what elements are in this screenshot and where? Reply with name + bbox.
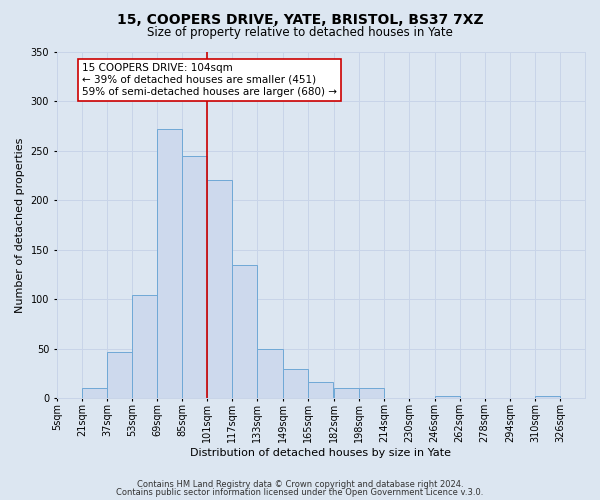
Bar [232, 264, 257, 398]
Bar [283, 368, 308, 398]
Bar [207, 180, 232, 398]
Text: 15 COOPERS DRIVE: 104sqm
← 39% of detached houses are smaller (451)
59% of semi-: 15 COOPERS DRIVE: 104sqm ← 39% of detach… [82, 64, 337, 96]
X-axis label: Distribution of detached houses by size in Yate: Distribution of detached houses by size … [190, 448, 451, 458]
Bar [535, 396, 560, 398]
Bar [107, 352, 132, 399]
Bar [257, 349, 283, 399]
Text: Contains public sector information licensed under the Open Government Licence v.: Contains public sector information licen… [116, 488, 484, 497]
Y-axis label: Number of detached properties: Number of detached properties [15, 138, 25, 312]
Text: 15, COOPERS DRIVE, YATE, BRISTOL, BS37 7XZ: 15, COOPERS DRIVE, YATE, BRISTOL, BS37 7… [116, 12, 484, 26]
Text: Size of property relative to detached houses in Yate: Size of property relative to detached ho… [147, 26, 453, 39]
Bar [182, 156, 207, 398]
Bar [359, 388, 385, 398]
Bar [157, 129, 182, 398]
Bar [434, 396, 460, 398]
Bar [334, 388, 359, 398]
Bar [82, 388, 107, 398]
Bar [308, 382, 332, 398]
Text: Contains HM Land Registry data © Crown copyright and database right 2024.: Contains HM Land Registry data © Crown c… [137, 480, 463, 489]
Bar [132, 296, 157, 399]
